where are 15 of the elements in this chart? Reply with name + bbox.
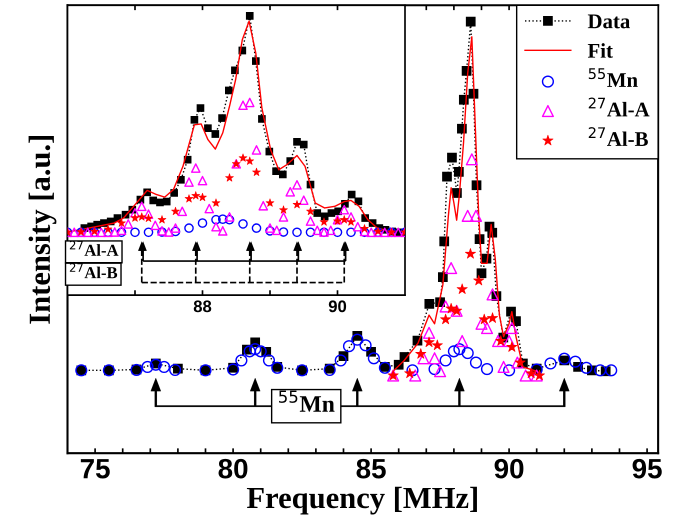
x-tick-label: 88 — [194, 300, 212, 312]
annotation: $^{55}$Mn — [279, 390, 335, 412]
x-tick-label: 80 — [218, 458, 248, 478]
x-tick-label: 90 — [494, 458, 524, 478]
legend-label: $^{55}$Mn — [588, 68, 638, 87]
y-axis-title: Intensity [a.u.] — [28, 136, 56, 324]
x-tick-label: 90 — [328, 300, 346, 312]
legend-label: Fit — [588, 43, 613, 58]
x-axis-title: Frequency [MHz] — [246, 486, 477, 515]
legend-label: $^{27}$Al-B — [588, 127, 648, 146]
x-tick-label: 75 — [80, 459, 110, 478]
x-tick-label: 95 — [632, 458, 662, 478]
legend-label: $^{27}$Al-A — [588, 98, 650, 116]
legend-label: Data — [588, 14, 630, 28]
x-tick-label: 85 — [356, 458, 386, 478]
